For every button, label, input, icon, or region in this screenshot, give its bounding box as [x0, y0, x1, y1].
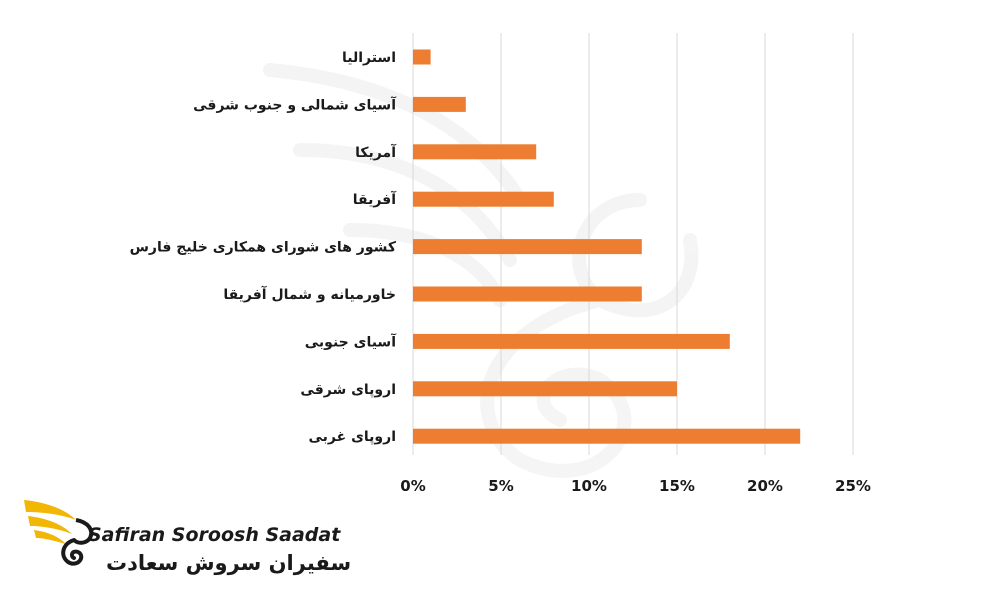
category-label: آسیای شمالی و جنوب شرقی — [193, 95, 397, 113]
company-logo: Safiran Soroosh Saadat سفیران سروش سعادت — [22, 494, 351, 584]
bar — [413, 428, 801, 444]
x-tick-label: 25% — [835, 477, 871, 495]
bar — [413, 333, 730, 349]
bar — [413, 381, 677, 397]
category-label: آسیای جنوبی — [305, 332, 397, 350]
bar — [413, 49, 431, 65]
category-label: خاورمیانه و شمال آفریقا — [223, 285, 396, 303]
x-tick-label: 20% — [747, 477, 783, 495]
bar — [413, 144, 537, 160]
category-label: استرالیا — [342, 50, 396, 66]
x-tick-label: 15% — [659, 477, 695, 495]
eagle-logo-icon — [24, 500, 94, 566]
x-tick-label: 0% — [400, 477, 425, 495]
category-label: آفریقا — [353, 190, 397, 208]
bar — [413, 239, 642, 255]
x-tick-label: 10% — [571, 477, 607, 495]
x-tick-label: 5% — [488, 477, 513, 495]
watermark-logo — [263, 63, 699, 478]
category-label: اروپای شرقی — [300, 382, 396, 398]
category-label: آمریکا — [355, 143, 397, 161]
bar — [413, 96, 466, 112]
logo-name-fa: سفیران سروش سعادت — [106, 551, 352, 575]
logo-name-en: Safiran Soroosh Saadat — [88, 524, 341, 546]
bar — [413, 191, 554, 207]
category-label: کشور های شورای همکاری خلیج فارس — [130, 240, 397, 256]
category-label: اروپای غربی — [309, 429, 396, 445]
bar — [413, 286, 642, 302]
